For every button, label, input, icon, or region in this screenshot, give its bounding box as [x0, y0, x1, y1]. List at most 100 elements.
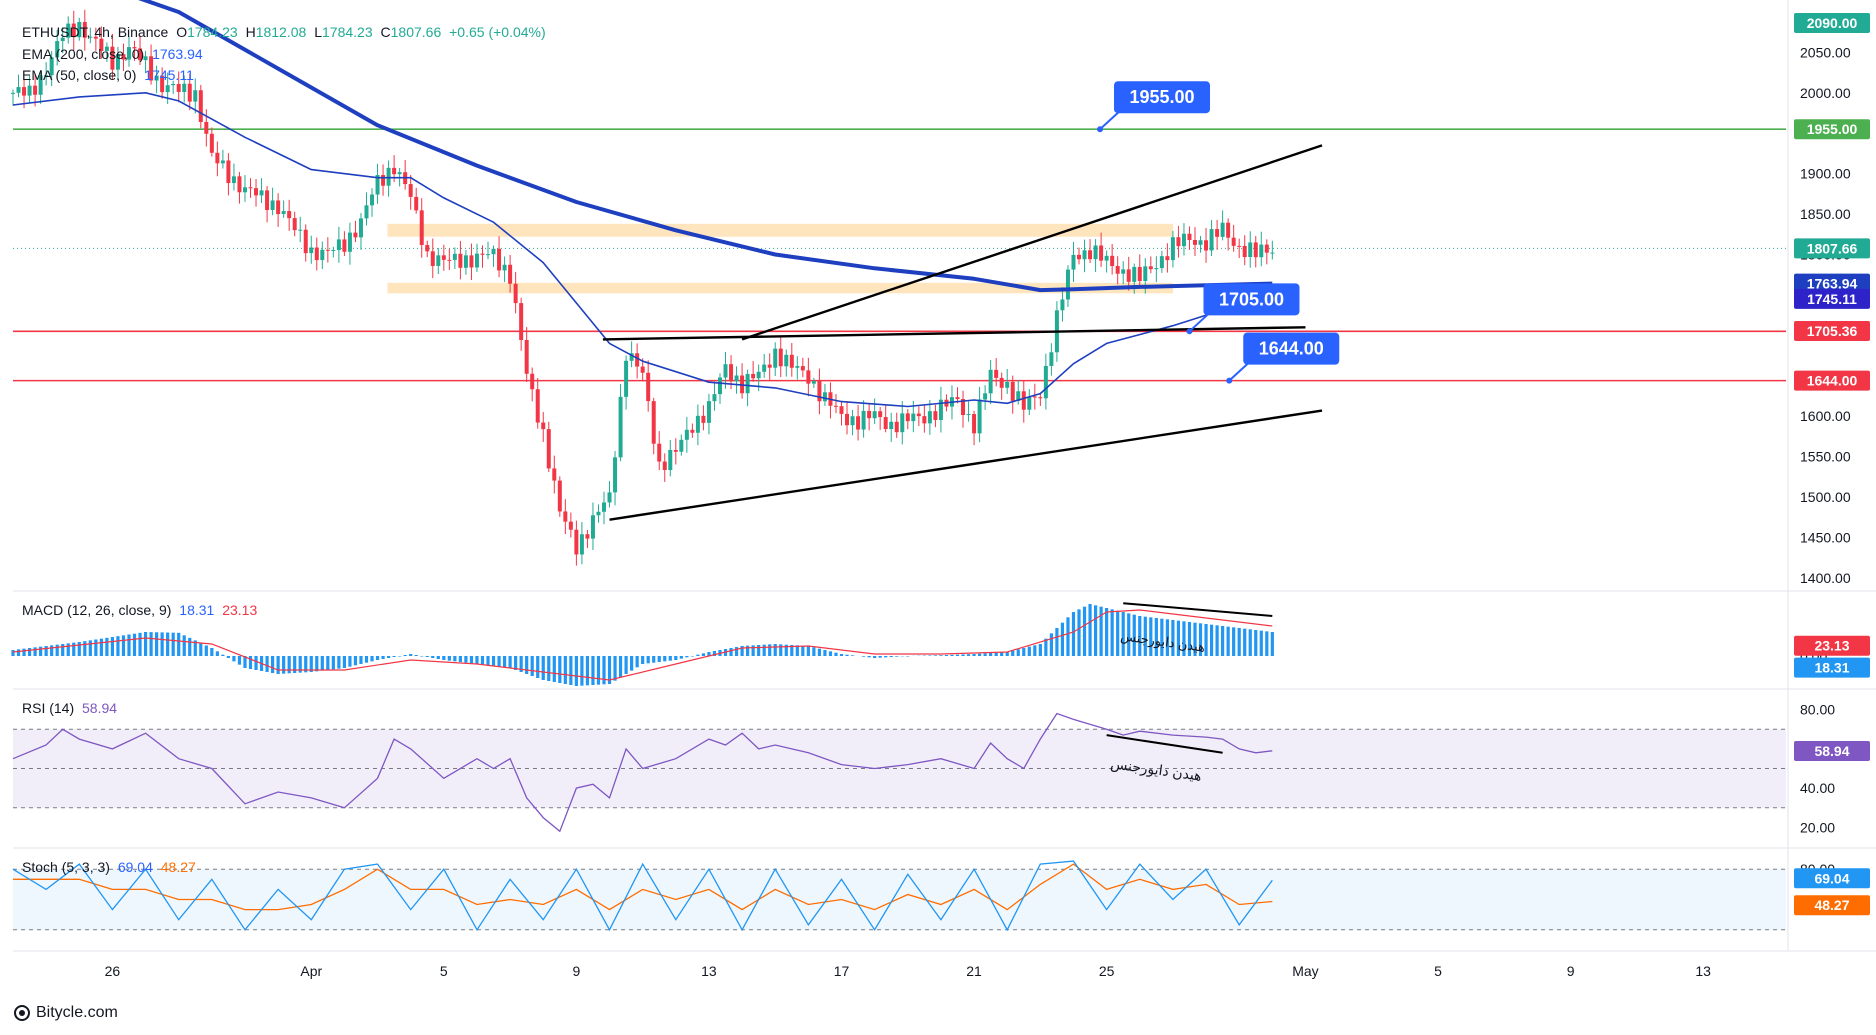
- chart-grid: [13, 0, 1876, 952]
- rsi-legend[interactable]: RSI (14) 58.94: [22, 700, 121, 716]
- macd-hist-bar: [525, 656, 529, 674]
- candle-body: [314, 247, 319, 261]
- macd-hist-bar: [530, 656, 534, 676]
- macd-hist-bar: [386, 656, 391, 658]
- price-tick-label: 2000.00: [1800, 85, 1851, 101]
- macd-hist-bar: [734, 647, 739, 656]
- stoch-k-value: 69.04: [117, 859, 153, 875]
- macd-hist-bar: [1198, 623, 1203, 656]
- rsi-label: RSI (14): [22, 700, 75, 716]
- price-tag: 2090.00: [1807, 15, 1858, 31]
- macd-hist-bar: [508, 656, 512, 668]
- trendline: [741, 144, 1323, 341]
- candle-body: [497, 248, 502, 271]
- candle-body: [602, 502, 606, 512]
- callout-anchor: [1096, 126, 1103, 133]
- macd-hist-bar: [304, 656, 308, 673]
- callout-anchor: [1186, 328, 1193, 335]
- ema50-legend[interactable]: EMA (50, close, 0) 1745.11: [22, 67, 198, 83]
- macd-hist-bar: [1038, 644, 1042, 656]
- candle-body: [756, 371, 761, 379]
- macd-hist-bar: [1259, 630, 1263, 656]
- macd-hist-bar: [464, 656, 468, 663]
- stoch-legend[interactable]: Stoch (5, 3, 3) 69.04 48.27: [22, 859, 200, 875]
- candle-body: [414, 196, 419, 211]
- candle-body: [994, 369, 999, 378]
- footer-brand[interactable]: Bitycle.com: [14, 1004, 118, 1022]
- candle-body: [1193, 239, 1197, 245]
- high-value: 1812.08: [255, 24, 307, 40]
- macd-hist-bar: [210, 648, 214, 656]
- macd-hist-bar: [1165, 619, 1169, 656]
- macd-hist-bar: [806, 646, 810, 656]
- macd-hist-bar: [254, 656, 258, 670]
- candle-body: [347, 232, 352, 252]
- candle-body: [778, 348, 783, 367]
- candle-body: [110, 46, 115, 70]
- candle-body: [668, 449, 673, 470]
- candle-body: [1093, 245, 1098, 260]
- macd-hist-bar: [138, 632, 142, 656]
- candle-body: [1038, 397, 1043, 399]
- candle-body: [430, 251, 435, 266]
- symbol-label[interactable]: ETHUSDT, 4h, Binance: [22, 24, 169, 40]
- macd-hist-bar: [409, 654, 413, 656]
- macd-hist-bar: [309, 656, 313, 672]
- candle-body: [303, 229, 308, 254]
- macd-hist-bar: [591, 656, 595, 685]
- trendlines[interactable]: [602, 144, 1323, 521]
- macd-hist-bar: [166, 632, 170, 656]
- macd-hist-bar: [939, 655, 943, 656]
- candle-body: [1016, 391, 1021, 401]
- macd-pane: [11, 602, 1274, 686]
- macd-hist-bar: [143, 632, 148, 656]
- macd-hist-bar: [729, 648, 733, 656]
- candle-body: [143, 56, 148, 61]
- candle-body: [916, 413, 921, 417]
- price-callouts[interactable]: 1955.00 1705.00 1644.00: [1096, 81, 1340, 384]
- macd-hist-bar: [1160, 618, 1164, 656]
- macd-hist-bar: [751, 645, 755, 656]
- macd-hist-bar: [1193, 622, 1197, 656]
- candle-body: [1204, 240, 1209, 251]
- callout-box[interactable]: [1203, 283, 1300, 316]
- price-tag-bg: [1794, 13, 1870, 33]
- footer-brand-text: Bitycle.com: [36, 1004, 118, 1021]
- ema200-legend[interactable]: EMA (200, close, 0) 1763.94: [22, 46, 207, 62]
- candle-body: [1060, 299, 1065, 311]
- callout-box[interactable]: [1113, 81, 1210, 114]
- time-tick-label: 9: [572, 963, 580, 979]
- macd-hist-bar: [72, 642, 76, 656]
- rsi-tick-label: 40.00: [1800, 780, 1835, 796]
- macd-hist-bar: [171, 632, 175, 656]
- price-tag-bg: [1794, 288, 1870, 309]
- macd-signal-tag: 23.13: [1814, 638, 1849, 654]
- candle-body: [613, 457, 618, 493]
- macd-legend[interactable]: MACD (12, 26, close, 9) 18.31 23.13: [22, 602, 261, 618]
- macd-hist-bar: [679, 656, 683, 659]
- macd-hist-bar: [155, 632, 159, 656]
- macd-hist-bar: [39, 646, 43, 656]
- candle-body: [49, 57, 54, 76]
- macd-hist-bar: [1176, 620, 1181, 656]
- horizontal-levels[interactable]: [13, 128, 1786, 382]
- candle-body: [861, 410, 866, 430]
- candle-body: [822, 392, 827, 402]
- candle-body: [541, 422, 546, 430]
- candle-body: [1099, 245, 1104, 261]
- ema200-line: [138, 0, 1273, 293]
- macd-hist-bar: [1154, 618, 1158, 656]
- callout-box[interactable]: [1243, 332, 1340, 365]
- candle-body: [66, 23, 71, 38]
- macd-hist-bar: [1248, 629, 1252, 656]
- candle-body: [237, 176, 242, 193]
- candle-body: [1226, 222, 1231, 238]
- macd-hist-bar: [663, 656, 667, 662]
- candle-body: [856, 416, 861, 430]
- candle-body: [1248, 242, 1253, 257]
- price-tick-label: 1900.00: [1800, 166, 1851, 182]
- macd-hist-bar: [1209, 624, 1214, 656]
- candle-body: [872, 411, 877, 419]
- macd-hist-bar: [652, 656, 656, 663]
